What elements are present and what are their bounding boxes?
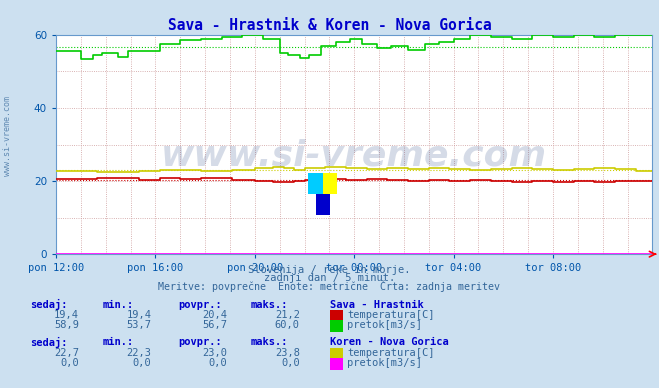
Text: 22,7: 22,7 xyxy=(54,348,79,358)
Text: 19,4: 19,4 xyxy=(54,310,79,320)
Text: maks.:: maks.: xyxy=(250,300,288,310)
Text: 23,0: 23,0 xyxy=(202,348,227,358)
Text: 20,4: 20,4 xyxy=(202,310,227,320)
Text: zadnji dan / 5 minut.: zadnji dan / 5 minut. xyxy=(264,273,395,283)
Text: www.si-vreme.com: www.si-vreme.com xyxy=(3,96,13,176)
Text: 60,0: 60,0 xyxy=(275,320,300,330)
Text: 22,3: 22,3 xyxy=(127,348,152,358)
Text: povpr.:: povpr.: xyxy=(178,337,221,347)
Text: 0,0: 0,0 xyxy=(133,358,152,368)
Text: 58,9: 58,9 xyxy=(54,320,79,330)
Text: pretok[m3/s]: pretok[m3/s] xyxy=(347,320,422,330)
Text: povpr.:: povpr.: xyxy=(178,300,221,310)
Text: www.si-vreme.com: www.si-vreme.com xyxy=(161,139,547,173)
Text: 19,4: 19,4 xyxy=(127,310,152,320)
Text: pretok[m3/s]: pretok[m3/s] xyxy=(347,358,422,368)
Text: 0,0: 0,0 xyxy=(281,358,300,368)
Text: 56,7: 56,7 xyxy=(202,320,227,330)
Text: 0,0: 0,0 xyxy=(209,358,227,368)
Text: sedaj:: sedaj: xyxy=(30,337,67,348)
Text: temperatura[C]: temperatura[C] xyxy=(347,348,435,358)
Text: 21,2: 21,2 xyxy=(275,310,300,320)
Text: 23,8: 23,8 xyxy=(275,348,300,358)
Text: Sava - Hrastnik & Koren - Nova Gorica: Sava - Hrastnik & Koren - Nova Gorica xyxy=(167,18,492,33)
Text: Slovenija / reke in morje.: Slovenija / reke in morje. xyxy=(248,265,411,275)
Text: Koren - Nova Gorica: Koren - Nova Gorica xyxy=(330,337,448,347)
Text: temperatura[C]: temperatura[C] xyxy=(347,310,435,320)
Text: Sava - Hrastnik: Sava - Hrastnik xyxy=(330,300,423,310)
Text: min.:: min.: xyxy=(102,300,133,310)
Text: Meritve: povprečne  Enote: metrične  Črta: zadnja meritev: Meritve: povprečne Enote: metrične Črta:… xyxy=(159,280,500,292)
Text: 0,0: 0,0 xyxy=(61,358,79,368)
Text: maks.:: maks.: xyxy=(250,337,288,347)
Text: 53,7: 53,7 xyxy=(127,320,152,330)
Text: min.:: min.: xyxy=(102,337,133,347)
Text: sedaj:: sedaj: xyxy=(30,299,67,310)
